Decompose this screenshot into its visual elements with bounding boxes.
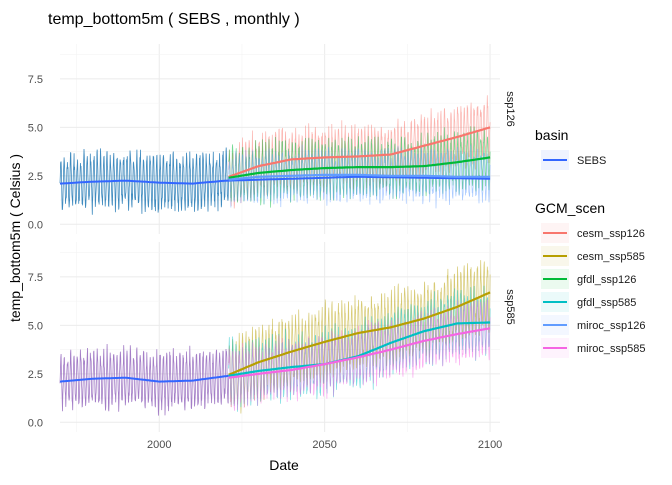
x-axis-label: Date	[269, 457, 299, 473]
smooth-line-gfdl_ssp585	[228, 321, 491, 377]
smooth-line-cesm_ssp126	[228, 126, 491, 178]
legend-entry-label: gfdl_ssp126	[577, 274, 636, 286]
legend-entry-label: gfdl_ssp585	[577, 297, 636, 309]
legend-entry-label: cesm_ssp585	[577, 251, 645, 263]
panels-layer: 0.0 2.5 5.0 7.5 ssp126 0.0 2.5 5.0 7.5 ssp585 2000…	[28, 44, 516, 451]
legend-title: basin	[535, 127, 568, 143]
facet-label-ssp585: ssp585	[504, 289, 516, 324]
legend-entry-label: miroc_ssp585	[577, 343, 645, 355]
y-tick-label: 7.5	[28, 272, 43, 284]
x-tick-label: 2100	[478, 439, 502, 451]
legend: basin SEBS GCM_scen cesm_ssp126 cesm_ssp585g…	[535, 127, 645, 358]
smooth-line-historical	[59, 374, 229, 383]
y-tick-label: 0.0	[28, 417, 43, 429]
smooth-line-cesm_ssp585	[228, 291, 491, 376]
x-tick-label: 2000	[147, 439, 171, 451]
legend-title: GCM_scen	[535, 200, 605, 216]
panel-ssp585: 0.0 2.5 5.0 7.5 ssp585	[28, 242, 516, 432]
historical-trace	[59, 343, 230, 416]
y-tick-label: 7.5	[28, 74, 43, 86]
y-tick-label: 5.0	[28, 320, 43, 332]
y-tick-label: 0.0	[28, 219, 43, 231]
y-tick-label: 2.5	[28, 171, 43, 183]
facet-label-ssp126: ssp126	[504, 91, 516, 126]
panel-ssp126: 0.0 2.5 5.0 7.5 ssp126	[28, 44, 516, 234]
y-tick-label: 2.5	[28, 369, 43, 381]
legend-entry-label: cesm_ssp126	[577, 228, 645, 240]
legend-entry-label: SEBS	[577, 155, 606, 167]
legend-entry-label: miroc_ssp126	[577, 320, 645, 332]
y-tick-label: 5.0	[28, 122, 43, 134]
smooth-line-gfdl_ssp126	[228, 156, 491, 179]
smooth-line-SEBS	[59, 175, 491, 185]
y-axis-label: temp_bottom5m ( Celsius )	[7, 154, 23, 322]
x-tick-label: 2050	[312, 439, 336, 451]
smooth-line-miroc_ssp126	[228, 173, 491, 181]
chart-title: temp_bottom5m ( SEBS , monthly )	[48, 11, 300, 28]
monthly-trace-miroc_ssp585	[228, 299, 491, 411]
monthly-trace-miroc_ssp126	[228, 144, 491, 209]
smooth-line-miroc_ssp585	[228, 327, 491, 379]
